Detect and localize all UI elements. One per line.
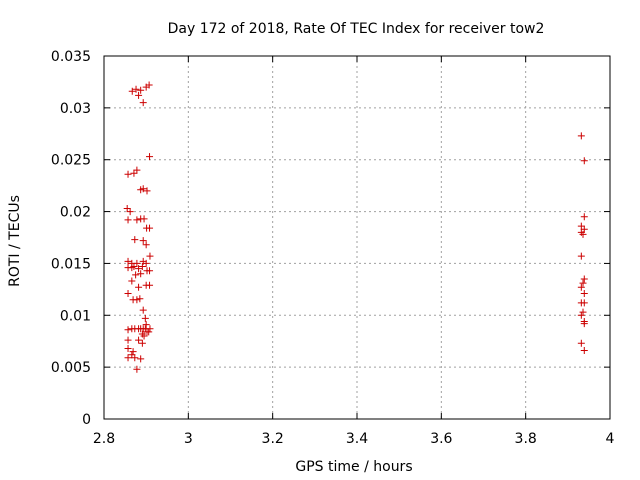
data-points — [123, 81, 588, 373]
data-point-marker — [124, 326, 132, 334]
x-tick-label: 3.8 — [515, 431, 537, 447]
data-point-marker — [138, 339, 146, 347]
data-point-marker — [124, 354, 132, 362]
data-point-marker — [142, 241, 150, 249]
data-point-marker — [124, 344, 132, 352]
data-point-marker — [580, 225, 588, 233]
data-point-marker — [146, 224, 154, 232]
data-point-marker — [124, 336, 132, 344]
data-point-marker — [129, 348, 137, 356]
data-point-marker — [128, 87, 136, 95]
data-point-marker — [141, 314, 149, 322]
data-point-marker — [124, 290, 132, 298]
data-point-marker — [133, 365, 141, 373]
data-point-marker — [135, 283, 143, 291]
data-point-marker — [139, 99, 147, 107]
data-point-marker — [130, 263, 138, 271]
data-point-marker — [128, 351, 136, 359]
data-point-marker — [580, 213, 588, 221]
data-point-marker — [142, 321, 150, 329]
data-point-marker — [133, 296, 141, 304]
data-point-marker — [577, 132, 585, 140]
data-point-marker — [146, 267, 154, 275]
data-point-marker — [146, 153, 154, 161]
y-tick-label: 0.015 — [51, 256, 91, 272]
data-point-marker — [138, 263, 146, 271]
data-point-marker — [146, 252, 154, 260]
data-point-marker — [146, 325, 154, 333]
data-point-marker — [133, 166, 141, 174]
data-point-marker — [579, 230, 587, 238]
data-point-marker — [136, 295, 144, 303]
chart-title: Day 172 of 2018, Rate Of TEC Index for r… — [168, 21, 545, 37]
data-point-marker — [580, 320, 588, 328]
x-tick-label: 3.2 — [262, 431, 284, 447]
data-point-marker — [577, 283, 585, 291]
x-tick-label: 3 — [184, 431, 193, 447]
y-tick-label: 0.01 — [60, 308, 91, 324]
y-tick-label: 0.005 — [51, 360, 91, 376]
data-point-marker — [139, 237, 147, 245]
data-point-marker — [131, 354, 139, 362]
data-point-marker — [580, 275, 588, 283]
data-point-marker — [124, 170, 132, 178]
x-tick-label: 4 — [606, 431, 615, 447]
data-point-marker — [145, 328, 153, 336]
data-point-marker — [135, 336, 143, 344]
data-point-marker — [132, 271, 140, 279]
y-tick-label: 0.02 — [60, 205, 91, 221]
data-point-marker — [579, 279, 587, 287]
y-tick-label: 0 — [82, 412, 91, 428]
data-point-marker — [146, 281, 154, 289]
data-point-marker — [124, 257, 132, 265]
data-point-marker — [133, 216, 141, 224]
y-tick-label: 0.035 — [51, 49, 91, 65]
data-point-marker — [580, 290, 588, 298]
data-point-marker — [577, 252, 585, 260]
grid — [104, 56, 610, 419]
data-point-marker — [124, 216, 132, 224]
data-point-marker — [132, 85, 140, 93]
x-tick-label: 3.4 — [346, 431, 368, 447]
data-point-marker — [577, 222, 585, 230]
data-point-marker — [123, 204, 131, 212]
data-point-marker — [577, 311, 585, 319]
data-point-marker — [577, 339, 585, 347]
data-point-marker — [135, 91, 143, 99]
data-point-marker — [142, 259, 150, 267]
x-axis-label: GPS time / hours — [295, 459, 412, 475]
data-point-marker — [143, 187, 151, 195]
data-point-marker — [139, 185, 147, 193]
data-point-marker — [579, 308, 587, 316]
data-point-marker — [140, 332, 148, 340]
data-point-marker — [135, 265, 143, 273]
data-point-marker — [128, 277, 136, 285]
x-tick-label: 3.6 — [430, 431, 452, 447]
data-point-marker — [139, 306, 147, 314]
y-tick-label: 0.03 — [60, 101, 91, 117]
data-point-marker — [137, 270, 145, 278]
data-point-marker — [130, 169, 138, 177]
data-point-marker — [580, 347, 588, 355]
y-tick-label: 0.025 — [51, 153, 91, 169]
data-point-marker — [126, 208, 134, 216]
data-point-marker — [145, 81, 153, 89]
y-axis-label: ROTI / TECUs — [7, 195, 23, 287]
data-point-marker — [140, 215, 148, 223]
data-point-marker — [131, 236, 139, 244]
data-point-marker — [137, 86, 145, 94]
x-axis: 2.8 3 3.2 3.4 3.6 3.8 4 — [93, 56, 615, 447]
data-point-marker — [137, 355, 145, 363]
data-point-marker — [580, 157, 588, 165]
y-axis: 0 0.005 0.01 0.015 0.02 0.025 0.03 0.035 — [51, 49, 610, 428]
x-tick-label: 2.8 — [93, 431, 115, 447]
data-point-marker — [133, 259, 141, 267]
data-point-marker — [580, 299, 588, 307]
